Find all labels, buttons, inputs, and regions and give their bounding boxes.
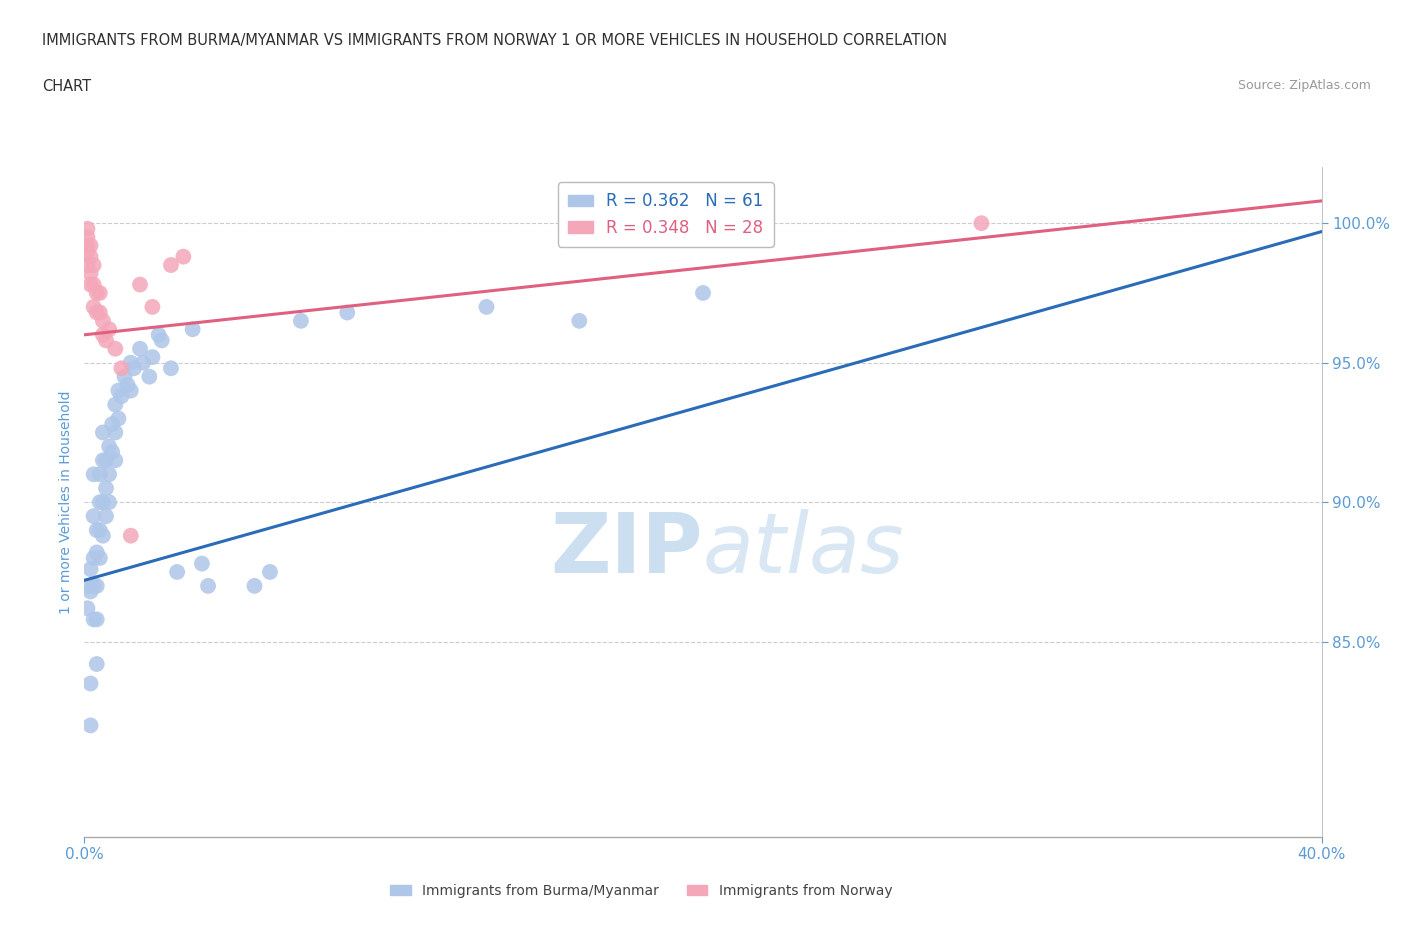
Point (83, 258, 105, 272)
Point (692, 286, 714, 300)
Point (86, 657, 108, 671)
Point (110, 361, 132, 376)
Point (83, 612, 105, 627)
Point (98, 322, 121, 337)
Point (568, 313, 591, 328)
Point (101, 445, 124, 459)
Point (150, 333, 173, 348)
Text: ZIP: ZIP (551, 509, 703, 590)
Point (104, 341, 127, 356)
Point (104, 425, 127, 440)
Point (181, 322, 204, 337)
Point (86, 578, 108, 593)
Point (76, 578, 98, 593)
Point (122, 361, 145, 376)
Text: atlas: atlas (703, 509, 904, 590)
Point (89, 286, 111, 300)
Point (83, 299, 105, 314)
Point (76, 221, 98, 236)
Point (104, 453, 127, 468)
Point (86, 523, 108, 538)
Point (141, 299, 163, 314)
Point (89, 467, 111, 482)
Text: IMMIGRANTS FROM BURMA/MYANMAR VS IMMIGRANTS FROM NORWAY 1 OR MORE VEHICLES IN HO: IMMIGRANTS FROM BURMA/MYANMAR VS IMMIGRA… (42, 33, 948, 47)
Point (101, 417, 124, 432)
Point (83, 551, 105, 565)
Point (98, 467, 121, 482)
Point (148, 327, 170, 342)
Point (243, 578, 266, 593)
Point (83, 509, 105, 524)
Point (86, 545, 108, 560)
Point (76, 258, 98, 272)
Point (141, 350, 163, 365)
Point (160, 258, 183, 272)
Point (475, 299, 498, 314)
Point (970, 216, 993, 231)
Point (172, 249, 194, 264)
Point (129, 277, 152, 292)
Point (336, 305, 359, 320)
Point (91, 453, 114, 468)
Point (79, 249, 101, 264)
Y-axis label: 1 or more Vehicles in Household: 1 or more Vehicles in Household (59, 391, 73, 614)
Point (160, 361, 183, 376)
Point (91, 313, 114, 328)
Point (79, 584, 101, 599)
Point (132, 355, 155, 370)
Point (98, 439, 121, 454)
Point (89, 305, 111, 320)
Text: CHART: CHART (42, 79, 91, 94)
Point (120, 355, 142, 370)
Point (86, 286, 108, 300)
Point (89, 495, 111, 510)
Point (86, 612, 108, 627)
Point (83, 467, 105, 482)
Point (138, 369, 160, 384)
Point (79, 718, 101, 733)
Point (79, 266, 101, 281)
Point (79, 277, 101, 292)
Point (91, 425, 114, 440)
Point (76, 601, 98, 616)
Point (117, 378, 139, 392)
Point (259, 565, 281, 579)
Point (114, 369, 136, 384)
Point (79, 562, 101, 577)
Point (91, 495, 114, 510)
Point (86, 305, 108, 320)
Point (76, 230, 98, 245)
Point (89, 551, 111, 565)
Point (94, 333, 117, 348)
Point (98, 495, 121, 510)
Point (197, 578, 219, 593)
Point (110, 389, 132, 404)
Point (129, 341, 152, 356)
Point (91, 327, 114, 342)
Point (290, 313, 312, 328)
Point (94, 481, 117, 496)
Point (120, 528, 142, 543)
Point (76, 238, 98, 253)
Point (79, 676, 101, 691)
Point (107, 383, 129, 398)
Point (120, 383, 142, 398)
Text: Source: ZipAtlas.com: Source: ZipAtlas.com (1237, 79, 1371, 92)
Point (94, 453, 117, 468)
Point (83, 277, 105, 292)
Point (104, 397, 127, 412)
Point (91, 528, 114, 543)
Point (166, 565, 188, 579)
Point (76, 244, 98, 259)
Point (191, 556, 214, 571)
Point (83, 578, 105, 593)
Point (94, 509, 117, 524)
Legend: Immigrants from Burma/Myanmar, Immigrants from Norway: Immigrants from Burma/Myanmar, Immigrant… (384, 879, 898, 904)
Point (89, 523, 111, 538)
Point (107, 411, 129, 426)
Point (79, 238, 101, 253)
